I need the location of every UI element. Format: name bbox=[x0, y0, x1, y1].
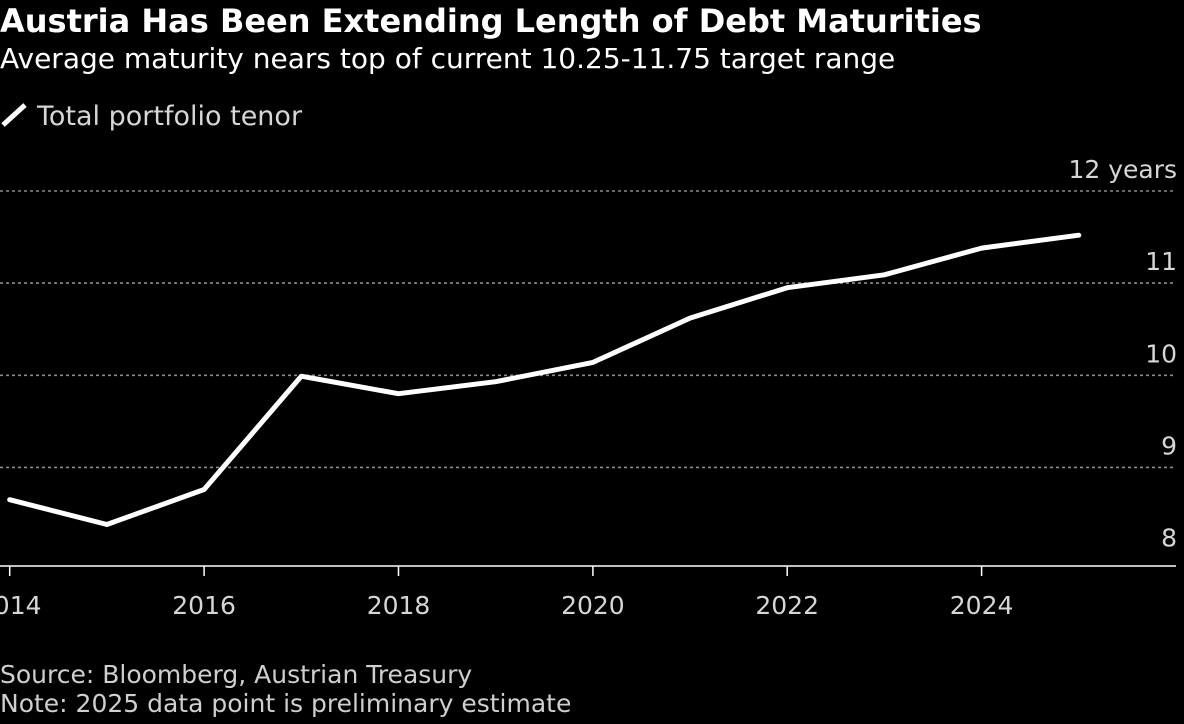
source-note: Source: Bloomberg, Austrian Treasury bbox=[0, 660, 473, 689]
legend-line-icon bbox=[1, 103, 27, 127]
chart-title: Austria Has Been Extending Length of Deb… bbox=[0, 2, 982, 40]
legend-label: Total portfolio tenor bbox=[37, 100, 303, 132]
x-axis-tick-labels: 2014 2016 2018 2020 2022 2024 bbox=[0, 591, 1013, 620]
x-tick-label: 2018 bbox=[367, 591, 431, 620]
y-tick-label: 11 bbox=[1145, 247, 1177, 276]
x-tick-label: 2020 bbox=[561, 591, 625, 620]
y-axis-tick-labels: 8 9 10 11 12 years bbox=[1068, 155, 1177, 553]
x-tick-label: 2014 bbox=[0, 591, 42, 620]
y-tick-label: 9 bbox=[1161, 431, 1177, 460]
footnote: Note: 2025 data point is preliminary est… bbox=[0, 689, 572, 718]
series-layer bbox=[7, 232, 1082, 527]
legend: Total portfolio tenor bbox=[0, 98, 302, 134]
y-tick-label: 8 bbox=[1161, 524, 1177, 553]
x-axis bbox=[0, 565, 1176, 576]
chart-subtitle: Average maturity nears top of current 10… bbox=[0, 42, 896, 75]
series-line bbox=[7, 232, 1082, 527]
y-tick-label: 12 years bbox=[1068, 155, 1177, 184]
gridlines bbox=[0, 190, 1176, 469]
footer: Source: Bloomberg, Austrian Treasury Not… bbox=[0, 660, 571, 718]
x-tick-label: 2022 bbox=[755, 591, 819, 620]
x-tick-label: 2024 bbox=[950, 591, 1014, 620]
x-tick-label: 2016 bbox=[172, 591, 236, 620]
y-tick-label: 10 bbox=[1145, 339, 1177, 368]
